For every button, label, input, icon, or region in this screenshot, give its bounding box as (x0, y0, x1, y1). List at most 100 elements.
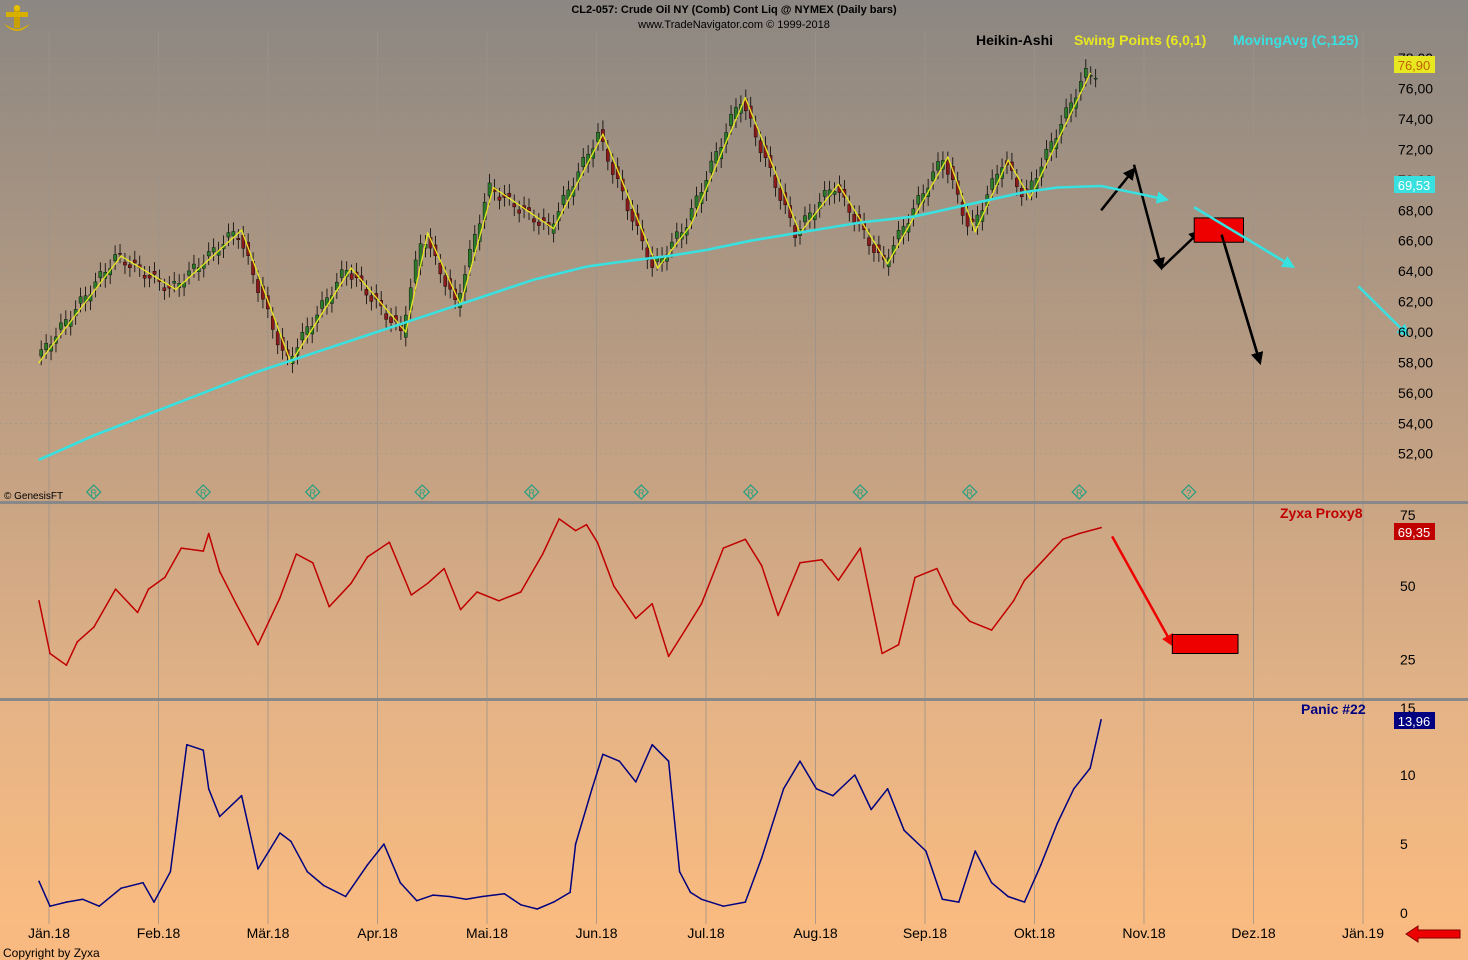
candle-body (793, 225, 797, 238)
candle-body (946, 160, 950, 175)
panic-22-line-point (520, 904, 522, 906)
x-tick-label: Apr.18 (357, 925, 398, 941)
x-tick-label: Nov.18 (1122, 925, 1166, 941)
panic-22-line-point (886, 788, 889, 790)
zyxa-proxy8-line-point (279, 597, 281, 599)
marker-label: R (310, 488, 317, 498)
panic-panel-title: Panic #22 (1301, 701, 1366, 717)
panic-22-line-point (591, 788, 593, 790)
left-arrow-icon[interactable] (1405, 925, 1461, 943)
panic-22-line-point (268, 850, 270, 852)
high-value-box (1394, 56, 1435, 73)
panic-value-box (1394, 712, 1435, 729)
swing-points-line-point (974, 230, 976, 233)
candle-body (689, 208, 694, 221)
grid-lines (0, 32, 1392, 924)
candle-body (778, 188, 783, 201)
candle-body (758, 140, 763, 154)
swing-points-line-point (947, 156, 949, 158)
zyxa-proxy8-line-point (459, 608, 462, 611)
zyxa-proxy8-line-point (881, 652, 883, 655)
marker-label: R (419, 488, 426, 498)
panic-22-line-point (1007, 895, 1009, 898)
zyxa-proxy8-line-point (443, 567, 446, 570)
panic-22-line-point (120, 887, 122, 889)
zyxa-proxy8-line-point (147, 588, 150, 590)
candle-body (675, 231, 679, 239)
candle-body (822, 190, 827, 197)
y-tick-label: 5 (1400, 836, 1408, 852)
panic-22-line-point (974, 850, 976, 852)
candle-body (270, 316, 275, 330)
candle-body (93, 281, 98, 289)
candle-body (847, 204, 852, 213)
r-marker-icon: R (852, 484, 869, 500)
zyxa-proxy8-line-point (498, 600, 500, 602)
zyxa-proxy8-line-point (744, 538, 747, 541)
candle-body (453, 288, 457, 300)
candle-body (497, 196, 502, 201)
panic-22-line-point (153, 901, 155, 903)
zyxa-proxy8-line-point (990, 629, 993, 631)
panic-22-line-point (618, 760, 621, 762)
panic-22-line-point (1089, 767, 1091, 769)
panic-panel-bg (0, 700, 1468, 924)
forecast-cyan-arrow (1100, 184, 1170, 204)
candle-body (537, 221, 541, 226)
candle-body (527, 207, 531, 212)
moving-average-line (38, 184, 1102, 461)
x-tick-label: Jul.18 (687, 925, 725, 941)
swing-points-line-point (426, 232, 429, 234)
marker-label: R (1076, 488, 1083, 498)
candle-body (606, 149, 610, 162)
panic-22-line-point (207, 788, 210, 790)
swing-points-line-point (1007, 159, 1009, 161)
candle-body (236, 238, 241, 240)
copyright: Copyright by Zyxa (3, 946, 100, 960)
r-marker-icon: R (961, 484, 978, 500)
proxy-target-red-box (1171, 633, 1239, 655)
candle-body (211, 247, 216, 253)
candle-body (507, 192, 512, 197)
swing-points-line-point (492, 186, 495, 189)
panic-22-line-point (1023, 901, 1026, 903)
candle-body (872, 244, 876, 253)
zyxa-proxy8-line-point (651, 602, 653, 605)
zyxa-proxy8-line-point (635, 617, 637, 620)
panic-22-line-point (432, 894, 435, 896)
moving-average-line-point (147, 413, 150, 416)
y-tick-label: 54,00 (1398, 415, 1433, 431)
panic-22-line-point (1040, 864, 1042, 866)
zyxa-proxy8-line-point (541, 553, 544, 555)
zyxa-proxy8-line-point (520, 591, 522, 593)
panic-22-line-point (689, 891, 692, 894)
x-tick-label: Okt.18 (1014, 925, 1055, 941)
candle-body (517, 209, 521, 214)
legend-swing-points: Swing Points (6,0,1) (1074, 32, 1206, 48)
candle-body (142, 275, 147, 279)
moving-average-line-point (706, 249, 708, 251)
candle-body (990, 178, 994, 190)
proxy-value-label: 69,35 (1398, 525, 1431, 540)
zyxa-proxy8-line-point (1078, 532, 1081, 535)
marker-label: R (638, 488, 645, 498)
candle-body (832, 191, 837, 195)
forecast-black-arrow (1160, 229, 1202, 270)
zyxa-proxy8-line-point (1023, 579, 1026, 582)
candle-body (1084, 68, 1088, 78)
zyxa-proxy8-line-point (207, 532, 210, 535)
r-marker-icon: R (633, 484, 650, 500)
candle-body (936, 161, 940, 171)
zyxa-proxy8-line-point (76, 641, 79, 643)
zyxa-proxy8-line-point (914, 576, 916, 579)
y-tick-label: 56,00 (1398, 385, 1433, 401)
panic-22-line-point (958, 901, 960, 903)
zyxa-proxy8-line-point (388, 541, 391, 544)
swing-points-line-point (886, 262, 889, 265)
axis-layer: Jän.18 Feb.18 Mär.18 Apr.18 Mai.18 Jun.18 Jul.… (28, 50, 1433, 941)
x-tick-label: Jän.18 (28, 925, 70, 941)
panic-22-line-point (569, 891, 571, 894)
candle-body (39, 349, 43, 357)
forecast-black-arrow (1220, 234, 1264, 365)
